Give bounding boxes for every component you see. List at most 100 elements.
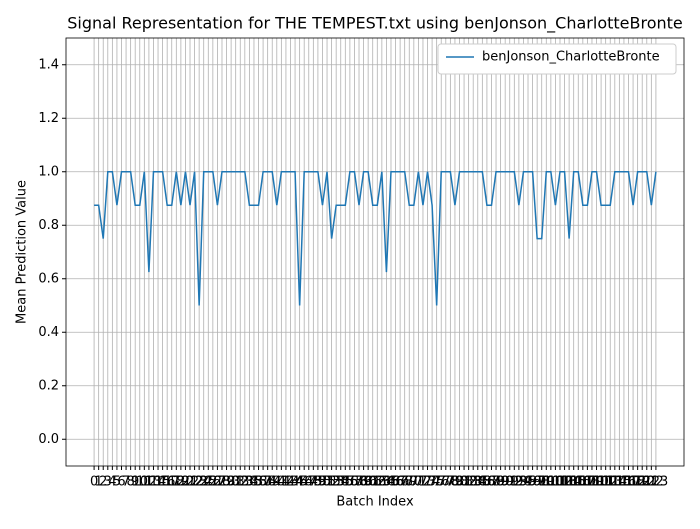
x-tick-label: 115	[607, 475, 632, 490]
x-tick-label: 55	[337, 475, 354, 490]
x-tick-label: 28	[214, 475, 231, 490]
x-tick-label: 66	[387, 475, 404, 490]
x-tick-label: 64	[378, 475, 395, 490]
x-tick-label: 116	[612, 475, 637, 490]
x-tick-label: 65	[383, 475, 400, 490]
x-tick-label: 30	[223, 475, 240, 490]
x-tick-label: 80	[451, 475, 468, 490]
x-tick-label: 23	[191, 475, 208, 490]
x-tick-label: 92	[506, 475, 523, 490]
x-tick-label: 18	[168, 475, 185, 490]
x-tick-label: 76	[433, 475, 450, 490]
x-tick-label: 31	[227, 475, 244, 490]
x-tick-label: 110	[584, 475, 609, 490]
x-tick-label: 97	[529, 475, 546, 490]
x-tick-label: 49	[310, 475, 327, 490]
x-tick-label: 37	[255, 475, 272, 490]
x-tick-label: 88	[488, 475, 505, 490]
x-tick-label: 112	[593, 475, 618, 490]
x-tick-label: 13	[145, 475, 162, 490]
y-tick-label: 0.2	[38, 378, 59, 393]
y-tick-label: 1.0	[38, 164, 59, 179]
x-tick-label: 39	[264, 475, 281, 490]
x-tick-label: 6	[117, 475, 125, 490]
x-tick-label: 93	[511, 475, 528, 490]
legend-label: benJonson_CharlotteBronte	[482, 50, 660, 65]
x-tick-label: 118	[621, 475, 646, 490]
x-tick-label: 109	[580, 475, 605, 490]
x-tick-label: 27	[209, 475, 226, 490]
x-tick-label: 14	[150, 475, 167, 490]
x-tick-label: 24	[195, 475, 212, 490]
x-tick-label: 44	[287, 475, 304, 490]
x-tick-label: 34	[241, 475, 258, 490]
x-tick-label: 113	[598, 475, 623, 490]
x-tick-label: 33	[237, 475, 254, 490]
x-tick-label: 122	[639, 475, 664, 490]
x-tick-label: 46	[296, 475, 313, 490]
x-tick-label: 86	[479, 475, 496, 490]
x-tick-label: 11	[136, 475, 153, 490]
x-tick-label: 42	[278, 475, 295, 490]
x-tick-label: 4	[108, 475, 116, 490]
x-tick-label: 53	[328, 475, 345, 490]
x-tick-label: 17	[163, 475, 180, 490]
x-tick-label: 108	[575, 475, 600, 490]
x-tick-label: 74	[424, 475, 441, 490]
x-tick-label: 19	[173, 475, 190, 490]
x-tick-label: 105	[561, 475, 586, 490]
x-tick-label: 60	[360, 475, 377, 490]
plot-frame	[65, 37, 685, 467]
y-tick-label: 0.6	[38, 271, 59, 286]
x-tick-label: 15	[154, 475, 171, 490]
x-tick-label: 96	[524, 475, 541, 490]
x-tick-label: 22	[186, 475, 203, 490]
x-tick-label: 82	[460, 475, 477, 490]
x-tick-label: 75	[428, 475, 445, 490]
x-tick-label: 79	[447, 475, 464, 490]
x-tick-label: 50	[314, 475, 331, 490]
x-tick-label: 85	[474, 475, 491, 490]
x-tick-label: 98	[533, 475, 550, 490]
x-tick-label: 36	[250, 475, 267, 490]
x-tick-label: 77	[438, 475, 455, 490]
x-tick-label: 72	[415, 475, 432, 490]
x-tick-label: 47	[300, 475, 317, 490]
x-tick-label: 40	[269, 475, 286, 490]
x-tick-label: 43	[282, 475, 299, 490]
x-tick-label: 120	[630, 475, 655, 490]
x-tick-label: 26	[205, 475, 222, 490]
x-tick-label: 0	[90, 475, 98, 490]
data-line	[94, 171, 657, 306]
x-tick-label: 114	[602, 475, 627, 490]
x-tick-label: 7	[122, 475, 130, 490]
x-tick-label: 9	[131, 475, 139, 490]
x-tick-label: 111	[589, 475, 614, 490]
x-tick-label: 25	[200, 475, 217, 490]
x-tick-label: 89	[492, 475, 509, 490]
x-tick-label: 101	[543, 475, 568, 490]
x-tick-label: 67	[392, 475, 409, 490]
x-tick-label: 107	[570, 475, 595, 490]
x-tick-label: 73	[419, 475, 436, 490]
y-tick-label: 1.2	[38, 111, 59, 126]
y-tick-label: 0.8	[38, 218, 59, 233]
x-tick-label: 84	[469, 475, 486, 490]
x-tick-label: 12	[141, 475, 158, 490]
x-tick-label: 10	[131, 475, 148, 490]
y-tick-label: 0.0	[38, 432, 59, 447]
x-tick-label: 100	[538, 475, 563, 490]
x-tick-label: 103	[552, 475, 577, 490]
x-tick-label: 59	[355, 475, 372, 490]
x-tick-label: 99	[538, 475, 555, 490]
x-tick-label: 94	[515, 475, 532, 490]
x-tick-label: 5	[113, 475, 121, 490]
x-tick-label: 58	[351, 475, 368, 490]
x-tick-label: 1	[95, 475, 103, 490]
x-tick-label: 2	[99, 475, 107, 490]
x-tick-label: 81	[456, 475, 473, 490]
x-tick-label: 117	[616, 475, 641, 490]
x-tick-label: 48	[305, 475, 322, 490]
x-tick-label: 119	[625, 475, 650, 490]
x-axis-label: Batch Index	[336, 495, 414, 510]
